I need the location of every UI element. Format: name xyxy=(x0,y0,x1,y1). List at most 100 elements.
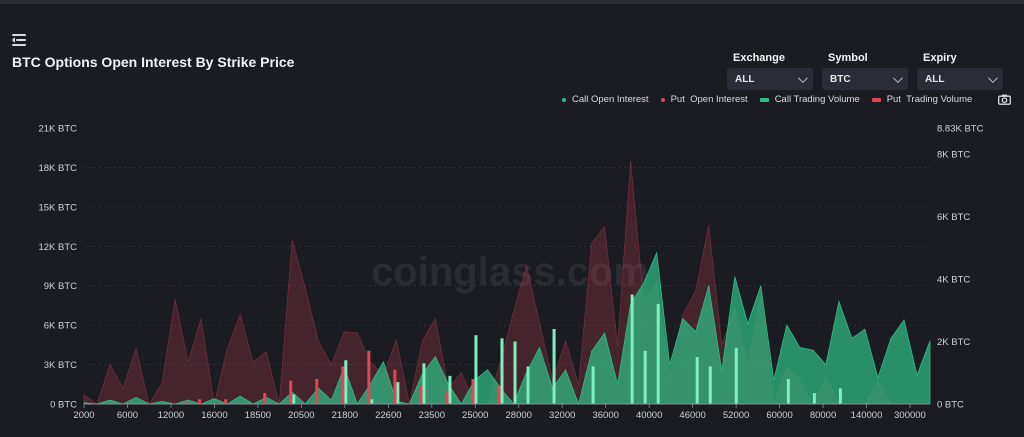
y-left-tick-label: 9K BTC xyxy=(44,281,77,292)
y-left-tick-label: 18K BTC xyxy=(38,163,77,174)
menu-collapse-icon[interactable] xyxy=(12,34,28,48)
expiry-label: Expiry xyxy=(923,52,957,64)
call-volume-bar xyxy=(656,303,660,404)
legend-label: Call Trading Volume xyxy=(774,94,860,105)
put-volume-bar xyxy=(393,369,397,404)
call-volume-bar xyxy=(292,394,296,404)
x-tick-label: 20500 xyxy=(288,410,314,421)
x-tick-label: 52000 xyxy=(723,410,749,421)
exchange-label: Exchange xyxy=(733,52,785,64)
y-axis-right: 0 BTC 2K BTC 4K BTC 6K BTC 8K BTC 8.83K BTC xyxy=(937,124,984,411)
call-volume-bar xyxy=(708,366,712,404)
x-tick-label: 40000 xyxy=(636,410,662,421)
put-volume-bar xyxy=(445,391,449,404)
top-border xyxy=(0,0,1024,4)
symbol-select[interactable]: BTC xyxy=(822,68,908,90)
legend-label: Put Trading Volume xyxy=(886,94,973,105)
x-tick-label: 80000 xyxy=(810,410,836,421)
call-volume-bar xyxy=(396,382,400,404)
legend-dot xyxy=(660,97,665,102)
legend-dot xyxy=(562,97,566,102)
chart-legend: Call Open Interest Put Open Interest Cal… xyxy=(562,94,972,105)
call-volume-bar xyxy=(500,338,504,404)
exchange-filter: Exchange ALL xyxy=(727,52,813,90)
call-volume-bar xyxy=(344,360,348,404)
y-left-tick-label: 21K BTC xyxy=(38,124,77,135)
x-tick-label: 140000 xyxy=(851,410,883,421)
legend-swatch xyxy=(871,97,881,102)
x-tick-label: 2000 xyxy=(73,410,94,421)
y-left-tick-label: 12K BTC xyxy=(38,242,77,253)
x-tick-label: 300000 xyxy=(894,410,926,421)
y-right-tick-label: 0 BTC xyxy=(937,400,964,411)
expiry-filter: Expiry ALL xyxy=(917,52,1003,90)
put-volume-bar xyxy=(341,366,345,404)
page-title: BTC Options Open Interest By Strike Pric… xyxy=(12,54,295,70)
call-volume-bar xyxy=(513,341,517,404)
put-volume-bar xyxy=(263,393,267,404)
y-left-tick-label: 3K BTC xyxy=(44,360,77,371)
put-volume-bar xyxy=(185,400,189,404)
y-left-tick-label: 15K BTC xyxy=(38,202,77,213)
put-volume-bar xyxy=(419,385,423,404)
x-tick-label: 60000 xyxy=(766,410,792,421)
put-volume-bar xyxy=(224,399,228,404)
y-left-tick-label: 0 BTC xyxy=(50,400,77,411)
x-tick-label: 6000 xyxy=(117,410,138,421)
call-volume-bar xyxy=(591,366,595,404)
call-volume-bar xyxy=(734,347,738,404)
put-volume-bar xyxy=(367,350,371,404)
camera-icon[interactable] xyxy=(998,94,1011,105)
call-volume-bar xyxy=(448,375,452,404)
x-tick-label: 28000 xyxy=(506,410,532,421)
symbol-value: BTC xyxy=(830,73,851,85)
x-axis: 2000 6000 12000 16000 18500 20500 21800 22600 23… xyxy=(73,403,930,421)
watermark: coinglass.com xyxy=(371,250,649,294)
call-volume-bar xyxy=(812,393,816,404)
y-right-tick-label: 2K BTC xyxy=(937,337,970,348)
exchange-select[interactable]: ALL xyxy=(727,68,813,90)
call-volume-bar xyxy=(630,294,634,404)
call-volume-bar xyxy=(526,366,530,404)
legend-call-trading-volume[interactable]: Call Trading Volume xyxy=(759,94,860,105)
y-right-tick-label: 8K BTC xyxy=(937,149,970,160)
call-volume-bar xyxy=(370,399,374,404)
y-right-tick-label: 4K BTC xyxy=(937,274,970,285)
put-volume-bar xyxy=(289,380,293,404)
x-tick-label: 18500 xyxy=(245,410,271,421)
y-left-tick-label: 6K BTC xyxy=(44,321,77,332)
put-volume-bar xyxy=(471,378,475,404)
x-tick-label: 12000 xyxy=(158,410,184,421)
call-volume-bar xyxy=(643,350,647,404)
call-volume-bar xyxy=(552,328,556,404)
y-right-tick-label: 8.83K BTC xyxy=(937,124,984,135)
legend-put-trading-volume[interactable]: Put Trading Volume xyxy=(871,94,973,105)
x-tick-label: 36000 xyxy=(592,410,618,421)
symbol-label: Symbol xyxy=(828,52,868,64)
y-axis-left: 0 BTC 3K BTC 6K BTC 9K BTC 12K BTC 15K BTC 18K… xyxy=(38,124,77,411)
legend-call-open-interest[interactable]: Call Open Interest xyxy=(562,94,649,105)
legend-label: Put Open Interest xyxy=(670,94,748,105)
put-volume-bar xyxy=(497,385,501,404)
exchange-value: ALL xyxy=(735,73,755,85)
expiry-select[interactable]: ALL xyxy=(917,68,1003,90)
x-tick-label: 32000 xyxy=(549,410,575,421)
x-tick-label: 25000 xyxy=(462,410,488,421)
expiry-value: ALL xyxy=(925,73,945,85)
legend-label: Call Open Interest xyxy=(572,94,649,105)
call-volume-bar xyxy=(786,378,790,404)
call-volume-bar xyxy=(474,335,478,404)
legend-swatch xyxy=(759,97,769,102)
x-tick-label: 21800 xyxy=(332,410,358,421)
symbol-filter: Symbol BTC xyxy=(822,52,908,90)
put-volume-bar xyxy=(198,399,202,404)
x-tick-label: 23500 xyxy=(419,410,445,421)
call-volume-bar xyxy=(422,363,426,404)
x-tick-label: 16000 xyxy=(201,410,227,421)
put-volume-bar xyxy=(315,378,319,404)
trading-volume-bars xyxy=(185,294,842,404)
call-volume-bar xyxy=(838,388,842,404)
legend-put-open-interest[interactable]: Put Open Interest xyxy=(660,94,748,105)
x-tick-label: 22600 xyxy=(375,410,401,421)
